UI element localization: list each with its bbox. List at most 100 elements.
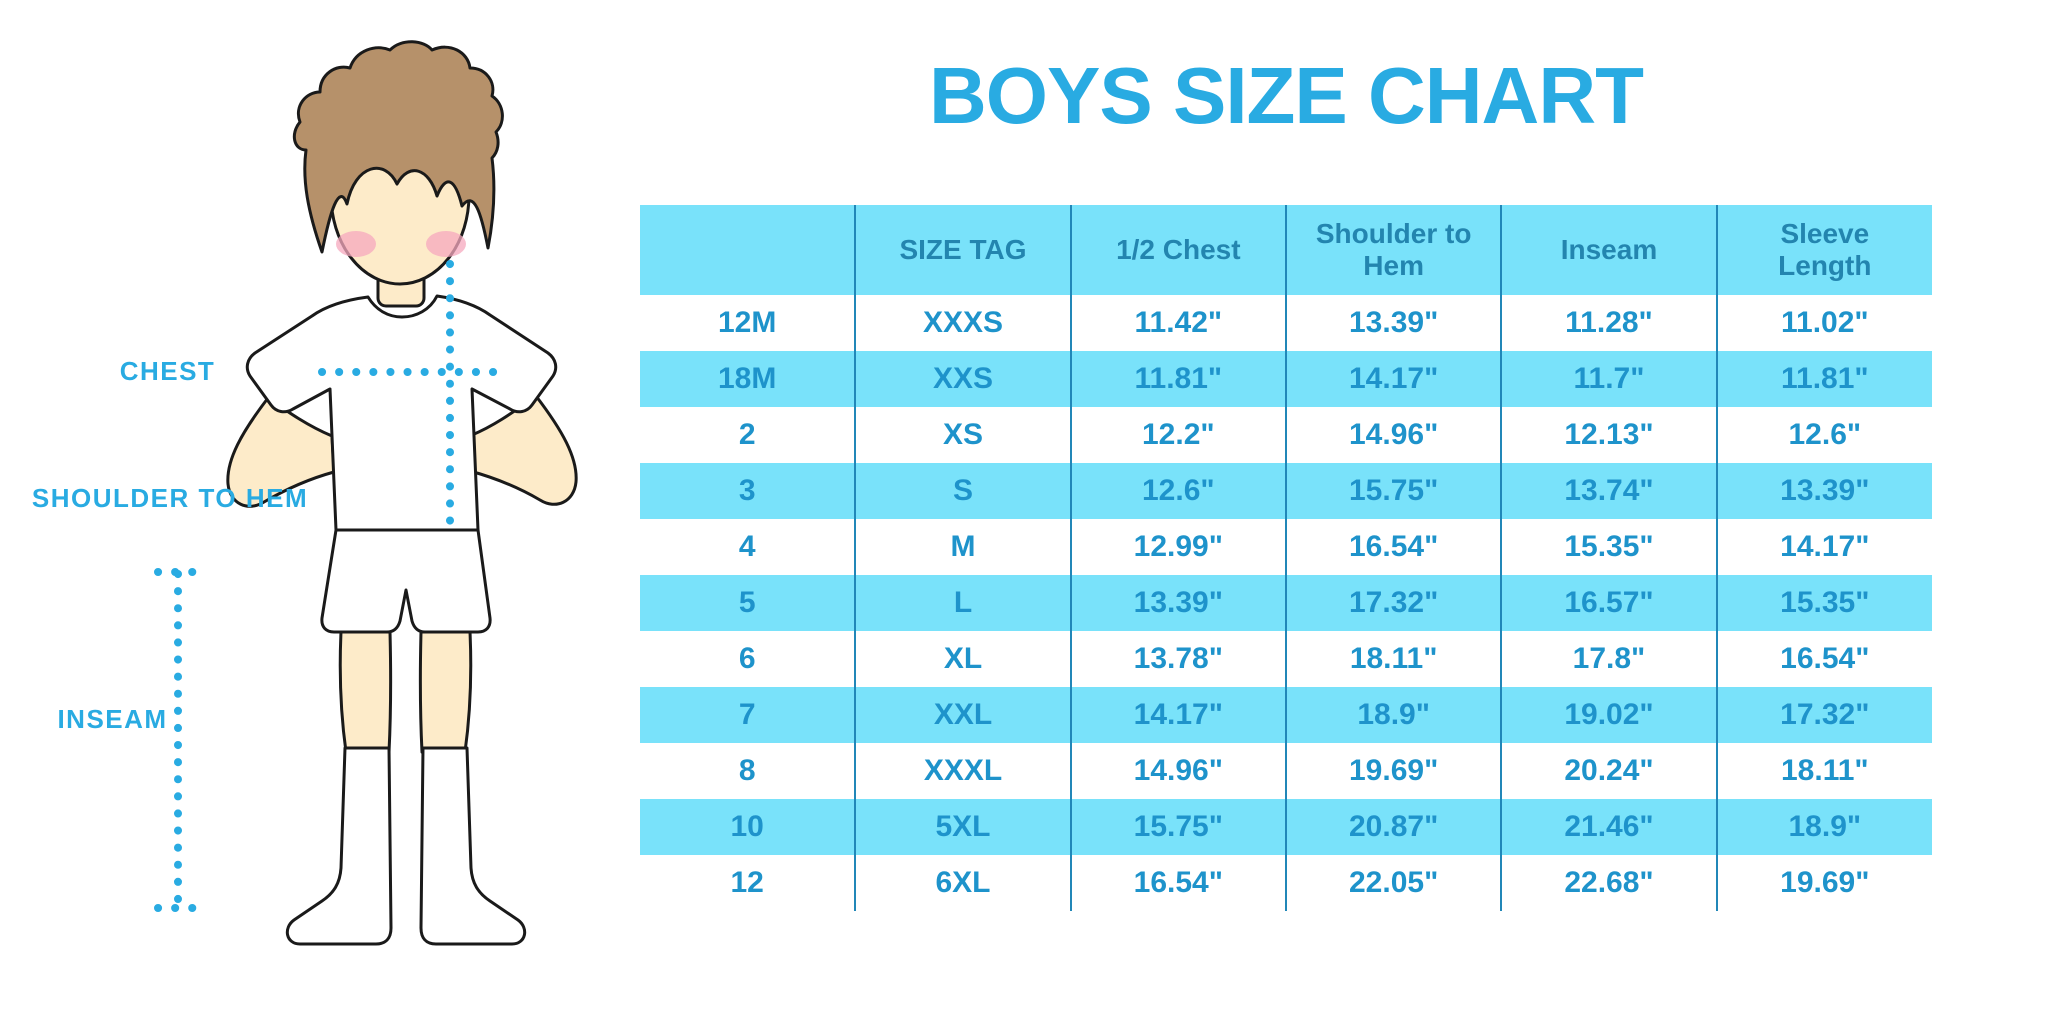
size-cell: 5 — [640, 575, 857, 631]
measurement-cell: 13.39" — [1285, 295, 1503, 351]
shoulder-to-hem-label: SHOULDER TO HEM — [31, 483, 309, 513]
measurement-cell: 11.28" — [1501, 295, 1718, 351]
measurement-cell: 13.78" — [1070, 631, 1287, 687]
measurement-cell: 19.69" — [1285, 743, 1503, 799]
chart-content: BOYS SIZE CHART SIZE TAG 1/2 Chest Shoulde… — [640, 0, 1932, 1024]
inseam-label: INSEAM — [57, 704, 168, 734]
table-row: 7 XXL 14.17" 18.9" 19.02" 17.32" — [640, 687, 1932, 743]
measurement-cell: 11.42" — [1070, 295, 1287, 351]
measurement-cell: 22.05" — [1285, 855, 1503, 911]
arm-right — [468, 394, 578, 506]
measurement-cell: 12.99" — [1070, 519, 1287, 575]
measurement-cell: XXXS — [855, 295, 1072, 351]
measurement-cell: 14.96" — [1070, 743, 1287, 799]
measurement-cell: 15.75" — [1070, 799, 1287, 855]
measurement-cell: 11.02" — [1716, 295, 1932, 351]
column-header: Shoulder to Hem — [1285, 205, 1503, 295]
measurement-cell: 20.87" — [1285, 799, 1503, 855]
table-row: 12M XXXS 11.42" 13.39" 11.28" 11.02" — [640, 295, 1932, 351]
table-row: 6 XL 13.78" 18.11" 17.8" 16.54" — [640, 631, 1932, 687]
size-cell: 8 — [640, 743, 857, 799]
measurement-cell: 11.7" — [1501, 351, 1718, 407]
measurement-cell: 13.74" — [1501, 463, 1718, 519]
measurement-cell: 16.54" — [1716, 631, 1932, 687]
inseam-measure-line — [154, 568, 208, 912]
column-header: Sleeve Length — [1716, 205, 1932, 295]
size-cell: 3 — [640, 463, 857, 519]
measurement-cell: 13.39" — [1070, 575, 1287, 631]
size-cell: 18M — [640, 351, 857, 407]
table-row: 5 L 13.39" 17.32" 16.57" 15.35" — [640, 575, 1932, 631]
measurement-cell: 13.39" — [1716, 463, 1932, 519]
measurement-cell: 16.54" — [1285, 519, 1503, 575]
size-table-body: 12M XXXS 11.42" 13.39" 11.28" 11.02" 18M XXS 11.… — [640, 295, 1932, 911]
column-header: 1/2 Chest — [1070, 205, 1287, 295]
size-cell: 12 — [640, 855, 857, 911]
measurement-cell: 12.6" — [1070, 463, 1287, 519]
measurement-cell: 14.17" — [1716, 519, 1932, 575]
table-row: 8 XXXL 14.96" 19.69" 20.24" 18.11" — [640, 743, 1932, 799]
size-cell: 10 — [640, 799, 857, 855]
size-table-header: SIZE TAG 1/2 Chest Shoulder to Hem Inseam Sl… — [640, 205, 1932, 295]
sock-left — [285, 746, 393, 946]
tshirt-shape — [245, 294, 558, 532]
page-title: BOYS SIZE CHART — [929, 51, 1644, 140]
shorts-shape — [320, 528, 492, 634]
size-cell: 2 — [640, 407, 857, 463]
measurement-cell: 19.69" — [1716, 855, 1932, 911]
measurement-cell: 18.9" — [1285, 687, 1503, 743]
measurement-cell: 11.81" — [1716, 351, 1932, 407]
measurement-cell: 12.13" — [1501, 407, 1718, 463]
table-row: 12 6XL 16.54" 22.05" 22.68" 19.69" — [640, 855, 1932, 911]
measurement-cell: 21.46" — [1501, 799, 1718, 855]
boy-illustration — [154, 40, 578, 946]
measurement-cell: 19.02" — [1501, 687, 1718, 743]
measurement-cell: 11.81" — [1070, 351, 1287, 407]
hair-shape — [292, 40, 504, 254]
measurement-cell: 15.35" — [1501, 519, 1718, 575]
measurement-cell: 16.57" — [1501, 575, 1718, 631]
measurement-cell: 12.2" — [1070, 407, 1287, 463]
chest-label: CHEST — [119, 356, 216, 386]
measurement-cell: 6XL — [855, 855, 1072, 911]
table-row: 2 XS 12.2" 14.96" 12.13" 12.6" — [640, 407, 1932, 463]
measurement-cell: XL — [855, 631, 1072, 687]
measurement-cell: 18.11" — [1285, 631, 1503, 687]
measurement-cell: 14.17" — [1285, 351, 1503, 407]
table-row: 18M XXS 11.81" 14.17" 11.7" 11.81" — [640, 351, 1932, 407]
measurement-cell: XXS — [855, 351, 1072, 407]
size-cell: 12M — [640, 295, 857, 351]
header-row: SIZE TAG 1/2 Chest Shoulder to Hem Inseam Sl… — [640, 205, 1932, 295]
sock-right — [419, 746, 527, 946]
measurement-cell: S — [855, 463, 1072, 519]
measurement-cell: 20.24" — [1501, 743, 1718, 799]
size-cell: 4 — [640, 519, 857, 575]
measurement-cell: M — [855, 519, 1072, 575]
table-row: 4 M 12.99" 16.54" 15.35" 14.17" — [640, 519, 1932, 575]
cheek-left — [336, 231, 376, 257]
measurement-cell: XXXL — [855, 743, 1072, 799]
measurement-cell: 15.35" — [1716, 575, 1932, 631]
measurement-cell: XXL — [855, 687, 1072, 743]
measurement-cell: 18.11" — [1716, 743, 1932, 799]
measurement-cell: 12.6" — [1716, 407, 1932, 463]
size-cell: 6 — [640, 631, 857, 687]
measurement-cell: 18.9" — [1716, 799, 1932, 855]
measurement-cell: 14.96" — [1285, 407, 1503, 463]
leg-left — [338, 630, 393, 754]
measurement-cell: 15.75" — [1285, 463, 1503, 519]
leg-right — [418, 630, 473, 754]
table-row: 10 5XL 15.75" 20.87" 21.46" 18.9" — [640, 799, 1932, 855]
measurement-cell: 22.68" — [1501, 855, 1718, 911]
table-row: 3 S 12.6" 15.75" 13.74" 13.39" — [640, 463, 1932, 519]
measurement-cell: XS — [855, 407, 1072, 463]
column-header: Inseam — [1501, 205, 1718, 295]
measurement-cell: L — [855, 575, 1072, 631]
measurement-cell: 17.32" — [1285, 575, 1503, 631]
measurement-illustration: CHEST SHOULDER TO HEM INSEAM — [0, 0, 640, 1024]
column-header — [640, 205, 857, 295]
measurement-cell: 16.54" — [1070, 855, 1287, 911]
measurement-cell: 14.17" — [1070, 687, 1287, 743]
column-header: SIZE TAG — [855, 205, 1072, 295]
measurement-cell: 5XL — [855, 799, 1072, 855]
